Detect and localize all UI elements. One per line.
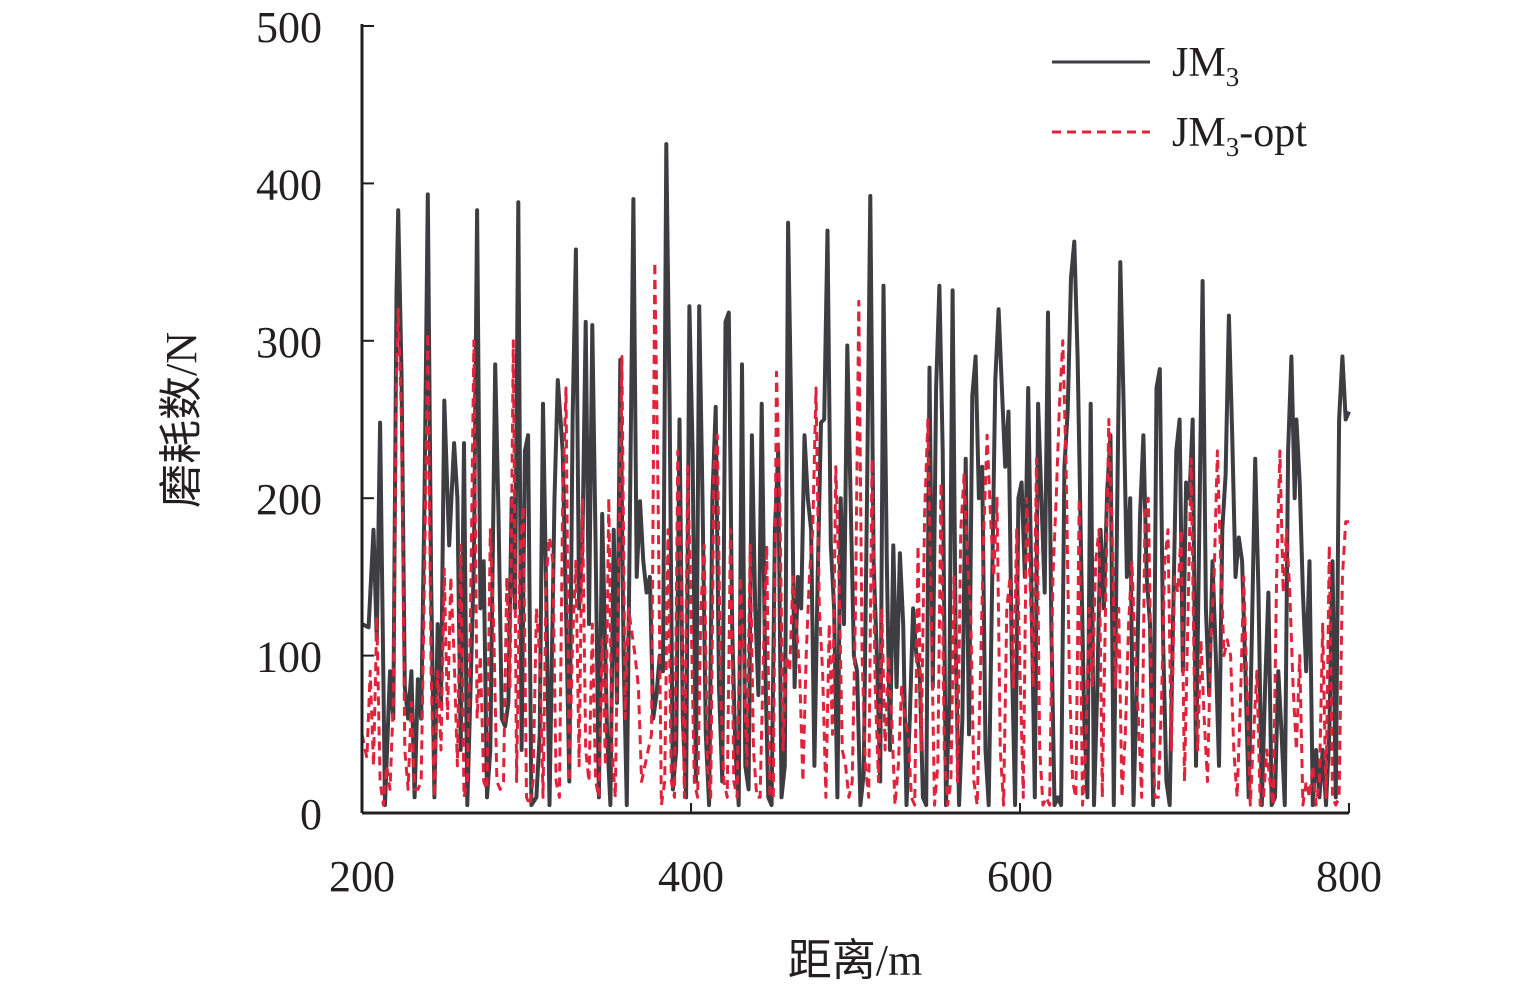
y-tick-label: 300 bbox=[256, 318, 322, 367]
x-tick-label: 400 bbox=[658, 852, 724, 901]
series-line-jm3-opt bbox=[360, 260, 1349, 807]
legend-label-jm3-opt: JM3-opt bbox=[1172, 110, 1307, 162]
x-tick-label: 600 bbox=[987, 852, 1053, 901]
series-layer bbox=[360, 142, 1351, 808]
y-tick-label: 200 bbox=[256, 475, 322, 524]
legend-label-jm3: JM3 bbox=[1172, 40, 1239, 92]
y-tick-label: 100 bbox=[256, 633, 322, 682]
plot-area: 200 400 600 800 0 100 200 300 400 500 bbox=[256, 3, 1382, 901]
x-tick-label: 200 bbox=[329, 852, 395, 901]
y-axis-title: 磨耗数/N bbox=[157, 332, 206, 508]
y-ticks: 0 100 200 300 400 500 bbox=[256, 3, 374, 839]
y-tick-label: 0 bbox=[300, 790, 322, 839]
y-tick-label: 500 bbox=[256, 3, 322, 52]
legend: JM3 JM3-opt bbox=[1052, 40, 1307, 162]
y-tick-label: 400 bbox=[256, 160, 322, 209]
x-axis-title: 距离/m bbox=[788, 936, 922, 985]
x-ticks: 200 400 600 800 bbox=[329, 803, 1382, 901]
series-line-jm3 bbox=[361, 142, 1351, 808]
x-tick-label: 800 bbox=[1316, 852, 1382, 901]
